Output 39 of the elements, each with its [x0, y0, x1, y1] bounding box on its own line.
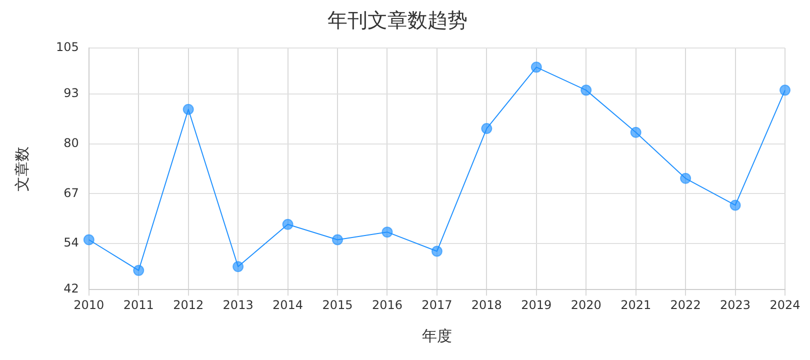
x-tick-label: 2015: [322, 298, 353, 312]
x-tick-label: 2020: [570, 298, 602, 312]
x-tick-label: 2010: [74, 298, 104, 312]
point: [481, 123, 492, 134]
x-tick-label: 2023: [720, 298, 751, 312]
point: [282, 218, 294, 230]
point: [232, 261, 244, 272]
point: [431, 246, 442, 257]
y-axis-title: 文章数: [12, 146, 31, 192]
point: [133, 264, 144, 276]
y-tick-label: 105: [56, 40, 79, 54]
y-tick-label: 93: [64, 86, 79, 100]
x-axis-title: 年度: [422, 326, 452, 345]
x-tick-label: 2021: [620, 298, 652, 312]
x-tick-label: 2013: [222, 298, 254, 312]
point: [332, 234, 344, 246]
x-tick-label: 2014: [272, 298, 304, 312]
x-tick-label: 2024: [770, 298, 800, 312]
x-tick-label: 2018: [471, 298, 502, 312]
point: [680, 172, 692, 184]
point: [530, 62, 542, 73]
point: [182, 104, 194, 115]
x-tick-label: 2012: [173, 298, 204, 312]
point: [730, 200, 741, 211]
x-tick-label: 2017: [422, 298, 452, 312]
point: [382, 226, 393, 238]
chart-title: 年刊文章数趋势: [328, 8, 468, 32]
x-tick-label: 2011: [123, 298, 154, 312]
y-tick-label: 42: [64, 282, 79, 296]
x-tick-label: 2022: [670, 298, 701, 312]
x-tick-label: 2016: [372, 298, 403, 312]
x-tick-label: 2019: [521, 298, 552, 312]
point: [580, 84, 592, 96]
point: [630, 126, 642, 138]
y-tick-label: 54: [64, 236, 79, 250]
point: [83, 234, 94, 246]
y-tick-label: 80: [64, 136, 79, 150]
point: [780, 84, 790, 96]
y-tick-label: 67: [64, 186, 79, 200]
